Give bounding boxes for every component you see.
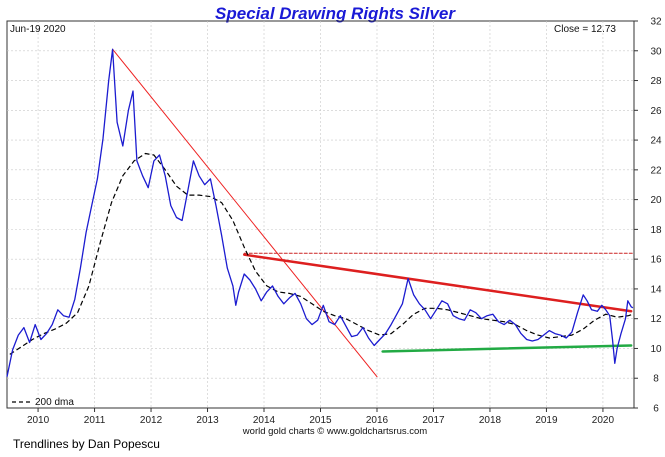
axis-layer: 6 8 10 12 14 16 18 20 22 24 26 28 30 32 2010 2011 2012 20… — [27, 17, 662, 427]
y-tick-label-10: 26 — [650, 106, 662, 117]
y-tick-label-9: 24 — [650, 136, 662, 147]
x-tick-label-6: 2016 — [366, 415, 389, 426]
series-line-price — [6, 48, 634, 377]
chart-title: Special Drawing Rights Silver — [215, 4, 456, 23]
legend: 200 dma — [12, 397, 74, 408]
x-tick-label-0: 2010 — [27, 415, 50, 426]
y-tick-label-8: 22 — [650, 165, 662, 176]
x-tick-label-10: 2020 — [592, 415, 615, 426]
y-tick-label-4: 14 — [650, 284, 662, 295]
legend-label-200dma: 200 dma — [35, 397, 74, 408]
y-tick-label-3: 12 — [650, 314, 662, 325]
trendline-lower-highs-resistance — [242, 253, 633, 313]
series-line-200dma — [9, 152, 634, 355]
x-tick-label-4: 2014 — [253, 415, 276, 426]
y-tick-label-11: 28 — [650, 76, 662, 87]
grid-layer — [7, 21, 634, 408]
y-tick-label-13: 32 — [650, 17, 662, 28]
y-tick-label-5: 16 — [650, 255, 662, 266]
trendlines-credit: Trendlines by Dan Popescu — [13, 437, 160, 451]
source-credit: world gold charts © www.goldchartsrus.co… — [242, 426, 427, 437]
trendline-layer — [112, 48, 635, 378]
x-tick-label-1: 2011 — [84, 415, 106, 426]
trendline-support-line — [381, 344, 633, 353]
y-tick-label-6: 18 — [650, 225, 662, 236]
x-tick-label-8: 2018 — [479, 415, 502, 426]
y-tick-label-1: 8 — [653, 374, 659, 385]
close-label: Close = 12.73 — [554, 24, 616, 35]
date-label: Jun-19 2020 — [10, 24, 66, 35]
y-tick-label-7: 20 — [650, 195, 662, 206]
x-tick-label-2: 2012 — [140, 415, 163, 426]
x-tick-label-5: 2015 — [309, 415, 332, 426]
y-tick-label-2: 10 — [650, 344, 662, 355]
y-tick-label-12: 30 — [650, 46, 662, 57]
x-tick-label-3: 2013 — [196, 415, 219, 426]
x-tick-label-7: 2017 — [422, 415, 445, 426]
x-tick-label-9: 2019 — [535, 415, 558, 426]
trendline-downtrend-from-2011-peak — [112, 48, 378, 378]
series-layer — [6, 48, 634, 377]
y-tick-label-0: 6 — [653, 404, 659, 415]
